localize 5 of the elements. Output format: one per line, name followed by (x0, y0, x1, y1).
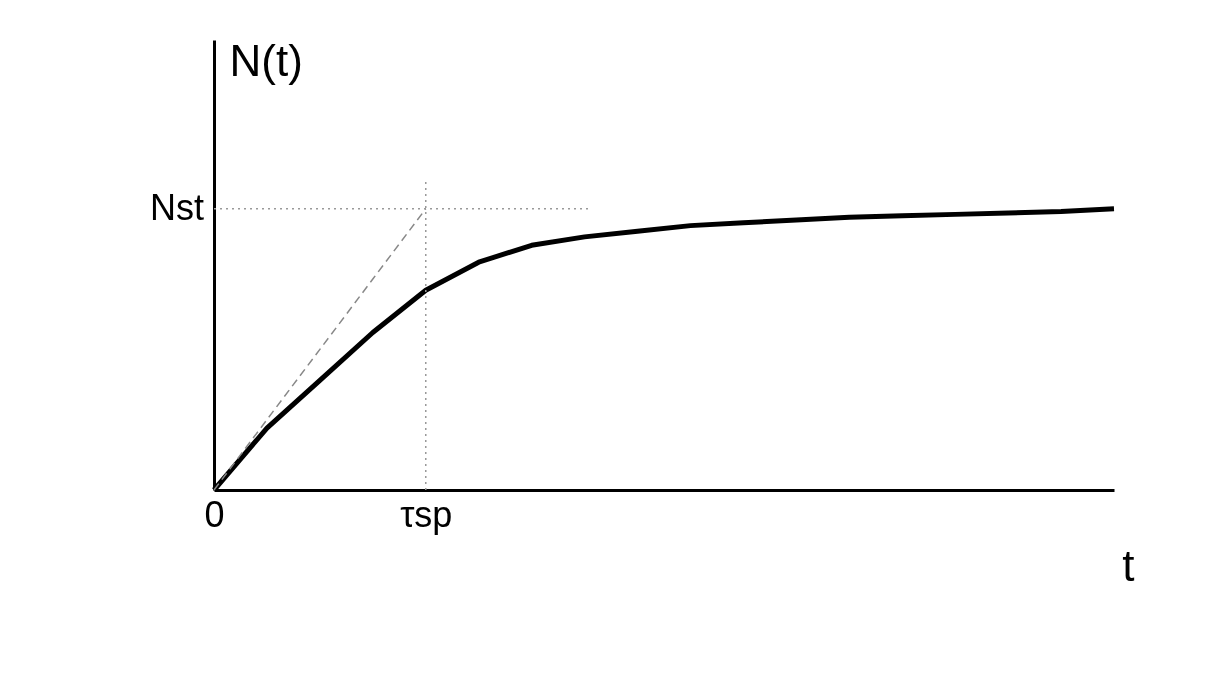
x-tick-label: 0 (204, 493, 225, 535)
x-axis-title: t (1122, 540, 1135, 590)
x-tick-label: τsp (400, 493, 453, 535)
y-axis-title: N(t) (229, 35, 303, 85)
ref-line-label: Nst (150, 186, 204, 228)
